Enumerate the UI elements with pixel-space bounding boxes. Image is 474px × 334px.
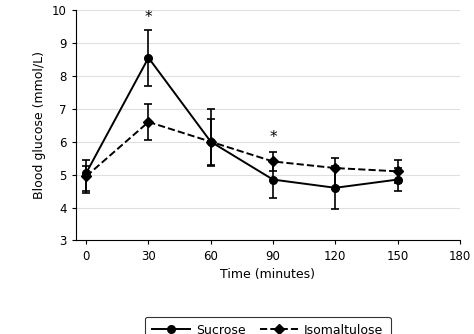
Y-axis label: Blood glucose (mmol/L): Blood glucose (mmol/L): [33, 51, 46, 199]
X-axis label: Time (minutes): Time (minutes): [220, 268, 315, 281]
Legend: Sucrose, Isomaltulose: Sucrose, Isomaltulose: [145, 317, 391, 334]
Text: *: *: [145, 10, 152, 25]
Text: *: *: [269, 130, 277, 145]
